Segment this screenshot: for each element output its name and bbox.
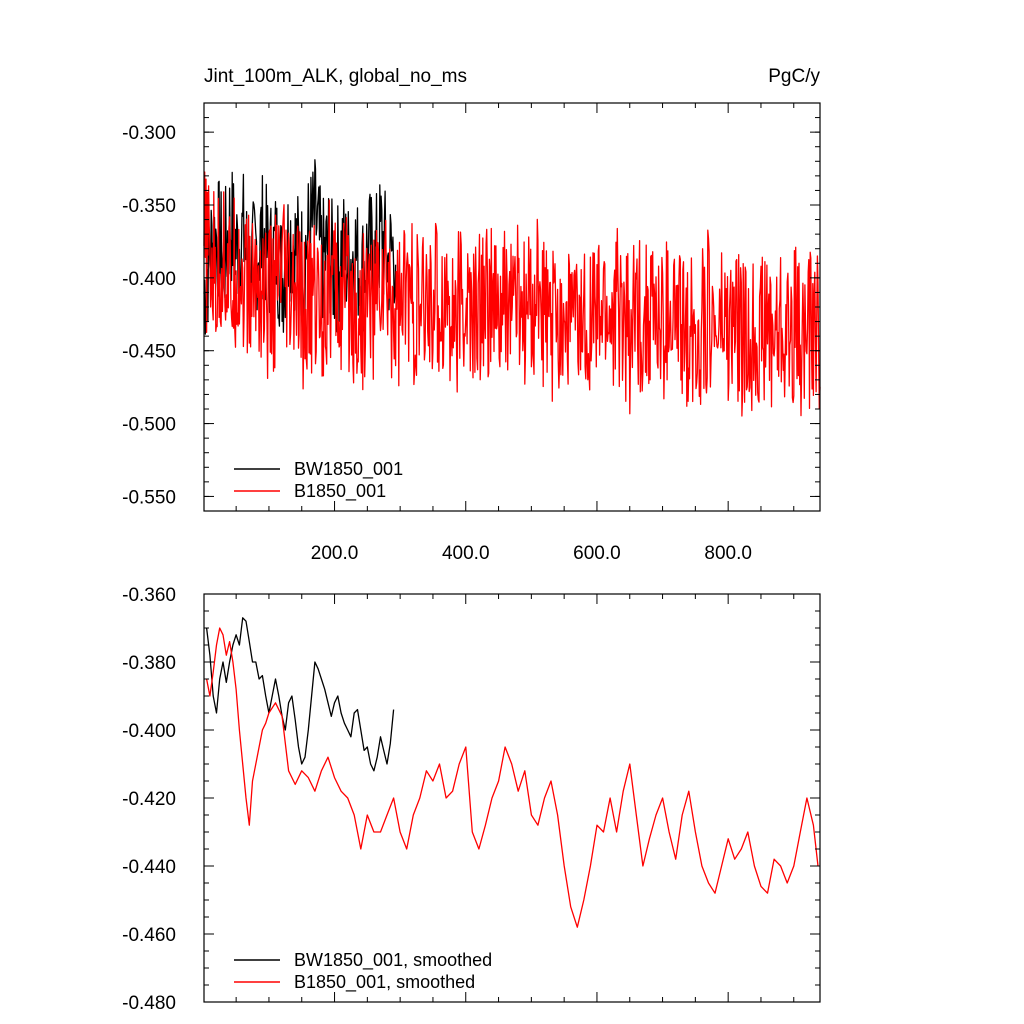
top-plot-frame bbox=[203, 102, 821, 512]
legend-label-b1850: B1850_001 bbox=[294, 481, 386, 502]
x-tick-label: 800.0 bbox=[704, 543, 752, 564]
y-tick-label: -0.420 bbox=[122, 789, 176, 810]
y-tick-label: -0.500 bbox=[122, 415, 176, 436]
legend-label-b1850-smoothed: B1850_001, smoothed bbox=[294, 972, 475, 993]
top-panel: Jint_100m_ALK, global_no_ms PgC/y -0.300… bbox=[122, 66, 821, 564]
bottom-panel: -0.360 -0.380 -0.400 -0.420 -0.440 -0.460 -0.4… bbox=[122, 585, 821, 1014]
series-line-b1850 bbox=[203, 171, 821, 417]
top-axes: -0.300 -0.350 -0.400 -0.450 -0.500 -0.550 200.… bbox=[122, 102, 820, 564]
y-tick-label: -0.400 bbox=[122, 269, 176, 290]
x-tick-label: 400.0 bbox=[442, 543, 490, 564]
y-tick-label: -0.440 bbox=[122, 857, 176, 878]
series-line-b1850 bbox=[205, 627, 819, 928]
series-line-bw1850 bbox=[205, 617, 395, 772]
chart-units: PgC/y bbox=[768, 66, 820, 87]
top-legend: BW1850_001 B1850_001 bbox=[234, 459, 403, 502]
bottom-plot-frame bbox=[203, 593, 821, 1003]
legend-label-bw1850: BW1850_001 bbox=[294, 459, 403, 480]
x-tick-label: 600.0 bbox=[573, 543, 621, 564]
y-tick-label: -0.360 bbox=[122, 585, 176, 606]
y-tick-label: -0.380 bbox=[122, 653, 176, 674]
y-tick-label: -0.350 bbox=[122, 196, 176, 217]
y-tick-label: -0.400 bbox=[122, 721, 176, 742]
bottom-series-group bbox=[205, 617, 819, 928]
legend-label-bw1850-smoothed: BW1850_001, smoothed bbox=[294, 950, 492, 971]
bottom-legend: BW1850_001, smoothed B1850_001, smoothed bbox=[234, 950, 492, 993]
bottom-axes: -0.360 -0.380 -0.400 -0.420 -0.440 -0.460 -0.4… bbox=[122, 585, 820, 1014]
y-tick-label: -0.550 bbox=[122, 487, 176, 508]
x-tick-label: 200.0 bbox=[311, 543, 359, 564]
y-tick-label: -0.480 bbox=[122, 993, 176, 1014]
y-tick-label: -0.450 bbox=[122, 342, 176, 363]
chart-title: Jint_100m_ALK, global_no_ms bbox=[204, 66, 467, 87]
top-series-group bbox=[203, 159, 821, 417]
y-tick-label: -0.300 bbox=[122, 123, 176, 144]
y-tick-label: -0.460 bbox=[122, 925, 176, 946]
